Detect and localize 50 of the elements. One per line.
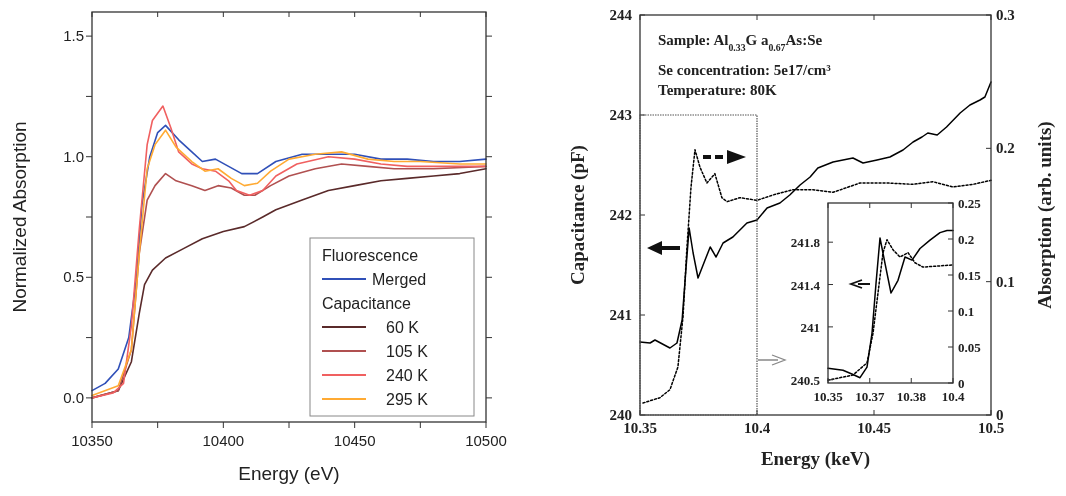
x-axis-title: Energy (eV) [238, 463, 340, 484]
y-tick-label: 0.0 [63, 388, 84, 406]
y-tick-label: 241.8 [790, 235, 821, 251]
legend-label: 295 K [386, 391, 429, 408]
y-tick-label: 240.5 [790, 372, 821, 388]
y2-tick-label: 0.2 [958, 232, 975, 247]
y-tick-label: 244 [609, 7, 633, 23]
y-tick-label: 241 [800, 319, 820, 335]
x-tick-label: 10.5 [977, 420, 1005, 436]
x-tick-label: 10.38 [896, 389, 927, 404]
y-tick-label: 1.0 [63, 147, 84, 165]
x-tick-label: 10.4 [941, 389, 965, 404]
y2-tick-label: 0.05 [958, 340, 982, 355]
y2-tick-label: 0 [958, 376, 965, 391]
y-tick-label: 243 [609, 107, 632, 123]
annotation: Temperature: 80K [658, 82, 778, 98]
y2-tick-label: 0.1 [996, 273, 1015, 290]
x-tick-label: 10.45 [857, 420, 891, 436]
x-tick-label: 10.4 [743, 420, 771, 436]
y-tick-label: 240 [609, 407, 632, 423]
y2-tick-label: 0.2 [996, 140, 1015, 157]
legend-label: 240 K [386, 367, 429, 384]
y2-tick-label: 0.25 [958, 196, 982, 211]
y2-tick-label: 0 [996, 407, 1004, 423]
legend-label: 105 K [386, 343, 429, 360]
y-tick-label: 0.5 [63, 268, 84, 286]
annotation: Capacitance [322, 295, 412, 312]
y-axis-title: Capacitance (pF) [567, 145, 589, 285]
y2-tick-label: 0.1 [958, 304, 975, 319]
x-tick-label: 10400 [202, 432, 245, 449]
y-axis-title: Normalized Absorption [9, 121, 30, 313]
y2-tick-label: 0.3 [996, 7, 1015, 23]
legend-label: Merged [372, 271, 427, 288]
x-tick-label: 10450 [333, 432, 376, 449]
x-tick-label: 10500 [465, 432, 507, 449]
annotation: Se concentration: 5e17/cm³ [658, 62, 832, 78]
y-tick-label: 241 [609, 307, 632, 323]
x-tick-label: 10.37 [855, 389, 885, 404]
y-tick-label: 1.5 [63, 27, 84, 45]
y2-axis-title: Absorption (arb. units) [1034, 121, 1056, 309]
x-tick-label: 10350 [71, 432, 113, 449]
legend-label: 60 K [386, 319, 420, 336]
x-tick-label: 10.35 [623, 420, 657, 436]
y-tick-label: 242 [609, 207, 632, 223]
legend-title: Fluorescence [322, 247, 419, 264]
y2-tick-label: 0.15 [958, 268, 982, 283]
x-tick-label: 10.35 [813, 389, 844, 404]
y-tick-label: 241.4 [790, 277, 821, 293]
x-axis-title: Energy (keV) [760, 448, 871, 470]
annotation: Sample: Al$_{0.33}$G a$_{0.67}$As:Se [658, 32, 823, 53]
